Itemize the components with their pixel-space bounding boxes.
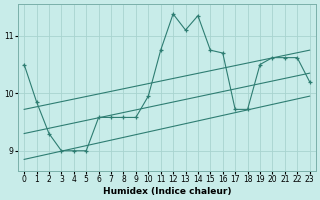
X-axis label: Humidex (Indice chaleur): Humidex (Indice chaleur) <box>103 187 231 196</box>
